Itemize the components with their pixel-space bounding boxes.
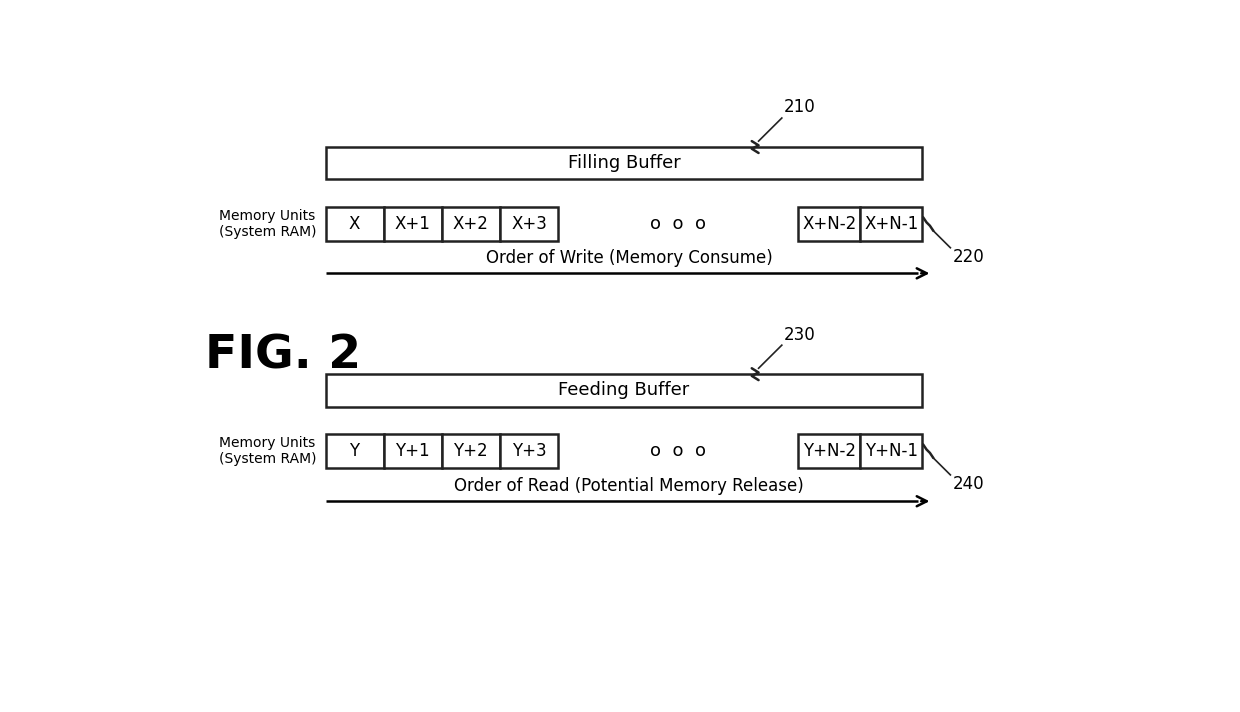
Text: Y+N-1: Y+N-1 (864, 442, 918, 460)
Text: o  o  o: o o o (650, 442, 706, 460)
Text: Order of Write (Memory Consume): Order of Write (Memory Consume) (486, 249, 773, 267)
Bar (325, 207, 383, 241)
Bar (383, 207, 441, 241)
Text: 220: 220 (952, 248, 985, 266)
Bar (325, 147, 923, 179)
Text: Feeding Buffer: Feeding Buffer (558, 382, 689, 399)
Text: X+1: X+1 (394, 215, 430, 233)
Bar (500, 207, 558, 241)
Bar (500, 434, 558, 468)
Text: Y+3: Y+3 (512, 442, 547, 460)
Text: Y+2: Y+2 (454, 442, 489, 460)
Bar (325, 434, 383, 468)
Text: Memory Units
(System RAM): Memory Units (System RAM) (218, 436, 316, 466)
Text: Y+1: Y+1 (396, 442, 430, 460)
Text: FIG. 2: FIG. 2 (206, 333, 362, 378)
Bar (861, 434, 923, 468)
Bar (861, 207, 923, 241)
Text: 230: 230 (784, 325, 816, 344)
Bar (383, 434, 441, 468)
Bar (325, 375, 923, 407)
Text: X+N-2: X+N-2 (802, 215, 857, 233)
Text: 240: 240 (952, 475, 985, 493)
Bar (441, 207, 500, 241)
Text: Y+N-2: Y+N-2 (802, 442, 856, 460)
Text: 210: 210 (784, 98, 816, 117)
Text: X: X (348, 215, 361, 233)
Text: Memory Units
(System RAM): Memory Units (System RAM) (218, 209, 316, 239)
Text: X+N-1: X+N-1 (864, 215, 919, 233)
Text: Filling Buffer: Filling Buffer (568, 155, 681, 172)
Text: Order of Read (Potential Memory Release): Order of Read (Potential Memory Release) (454, 477, 804, 495)
Text: X+2: X+2 (453, 215, 489, 233)
Text: o  o  o: o o o (650, 215, 706, 233)
Bar (441, 434, 500, 468)
Bar (799, 434, 861, 468)
Text: X+3: X+3 (511, 215, 547, 233)
Text: Y: Y (350, 442, 360, 460)
Bar (799, 207, 861, 241)
